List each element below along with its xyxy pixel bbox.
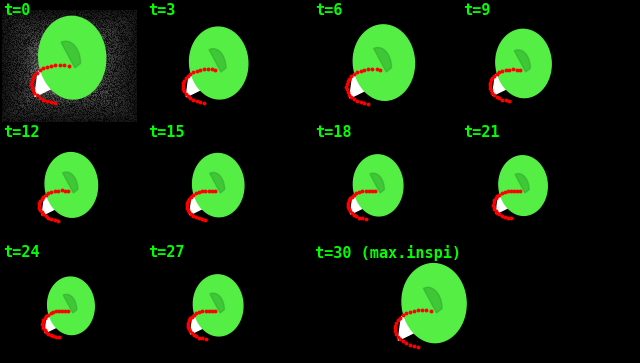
Text: t=0: t=0: [3, 3, 30, 18]
Text: t=30 (max.inspi): t=30 (max.inspi): [315, 245, 461, 261]
Polygon shape: [61, 41, 81, 68]
Polygon shape: [402, 264, 466, 343]
Polygon shape: [370, 173, 384, 193]
Polygon shape: [349, 49, 396, 98]
Polygon shape: [496, 175, 532, 213]
Polygon shape: [189, 27, 248, 99]
Polygon shape: [42, 173, 82, 215]
Polygon shape: [515, 174, 529, 193]
Polygon shape: [499, 156, 547, 215]
Polygon shape: [398, 289, 447, 340]
Polygon shape: [82, 54, 91, 76]
Text: t=9: t=9: [463, 3, 490, 18]
Polygon shape: [515, 50, 531, 72]
Polygon shape: [63, 294, 77, 313]
Polygon shape: [39, 16, 106, 99]
Polygon shape: [493, 51, 534, 95]
Polygon shape: [225, 183, 232, 199]
Polygon shape: [63, 172, 78, 193]
Polygon shape: [424, 287, 442, 313]
Text: t=12: t=12: [3, 125, 40, 140]
Polygon shape: [210, 293, 224, 313]
Polygon shape: [35, 43, 86, 97]
Polygon shape: [374, 48, 392, 72]
Polygon shape: [45, 295, 80, 333]
Polygon shape: [193, 275, 243, 336]
Text: t=21: t=21: [463, 125, 499, 140]
Polygon shape: [443, 300, 452, 321]
Text: t=24: t=24: [3, 245, 40, 260]
Polygon shape: [209, 49, 226, 72]
Polygon shape: [189, 174, 228, 215]
Polygon shape: [225, 303, 232, 319]
Polygon shape: [47, 277, 94, 335]
Polygon shape: [530, 183, 536, 199]
Polygon shape: [392, 60, 401, 79]
Text: t=15: t=15: [148, 125, 184, 140]
Polygon shape: [79, 182, 86, 200]
Polygon shape: [353, 155, 403, 216]
Polygon shape: [496, 29, 551, 98]
Polygon shape: [45, 152, 97, 217]
Polygon shape: [353, 25, 415, 100]
Polygon shape: [186, 50, 230, 97]
Text: t=18: t=18: [315, 125, 351, 140]
Polygon shape: [531, 61, 539, 79]
Polygon shape: [210, 172, 225, 193]
Polygon shape: [191, 294, 228, 334]
Polygon shape: [77, 303, 84, 319]
Polygon shape: [385, 183, 392, 199]
Polygon shape: [193, 154, 244, 217]
Polygon shape: [227, 60, 235, 79]
Polygon shape: [351, 174, 388, 214]
Text: t=3: t=3: [148, 3, 175, 18]
Text: t=6: t=6: [315, 3, 342, 18]
Text: t=27: t=27: [148, 245, 184, 260]
